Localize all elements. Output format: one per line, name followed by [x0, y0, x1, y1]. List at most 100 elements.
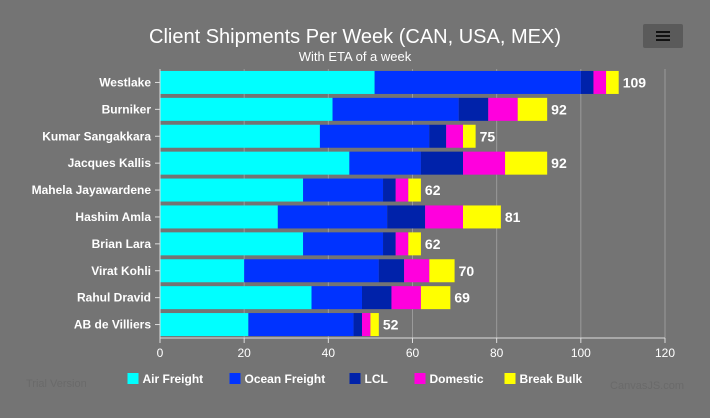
- y-tick-label: Kumar Sangakkara: [42, 129, 151, 143]
- bar-segment[interactable]: [593, 70, 607, 94]
- bar-segment[interactable]: [362, 286, 392, 310]
- total-label: 75: [480, 128, 496, 144]
- total-label: 109: [623, 74, 647, 90]
- bar-segment[interactable]: [160, 313, 249, 337]
- bar-segment[interactable]: [378, 259, 405, 283]
- x-tick-label: 120: [655, 346, 675, 360]
- bar-segment[interactable]: [353, 313, 362, 337]
- legend-item[interactable]: Break Bulk: [504, 372, 583, 386]
- bar-segment[interactable]: [319, 124, 430, 148]
- legend-swatch: [414, 373, 426, 384]
- legend-swatch: [127, 373, 139, 384]
- bar-segment[interactable]: [408, 178, 421, 202]
- y-tick-label: Brian Lara: [92, 237, 152, 251]
- bar-segment[interactable]: [580, 70, 594, 94]
- total-label: 62: [425, 182, 441, 198]
- legend-label: Ocean Freight: [245, 372, 326, 386]
- legend-item[interactable]: Ocean Freight: [229, 372, 326, 386]
- y-tick-label: Virat Kohli: [91, 264, 151, 278]
- bar-segment[interactable]: [420, 286, 451, 310]
- bar-segment[interactable]: [488, 97, 518, 121]
- legend-swatch: [504, 373, 516, 384]
- bar-segment[interactable]: [383, 232, 396, 256]
- bar-segment[interactable]: [391, 286, 421, 310]
- bar-segment[interactable]: [606, 70, 619, 94]
- bar-segment[interactable]: [463, 124, 476, 148]
- y-tick-label: Mahela Jayawardene: [32, 183, 152, 197]
- bar-segment[interactable]: [458, 97, 489, 121]
- bar-segment[interactable]: [387, 205, 426, 229]
- bar-segment[interactable]: [248, 313, 354, 337]
- legend-item[interactable]: Domestic: [414, 372, 484, 386]
- legend-item[interactable]: Air Freight: [127, 372, 204, 386]
- total-label: 62: [425, 236, 441, 252]
- legend-label: Air Freight: [143, 372, 204, 386]
- x-tick-label: 40: [322, 346, 336, 360]
- total-label: 92: [551, 101, 567, 117]
- bar-segment[interactable]: [311, 286, 363, 310]
- bar-segment[interactable]: [383, 178, 396, 202]
- x-tick-label: 100: [571, 346, 591, 360]
- bar-segment[interactable]: [244, 259, 379, 283]
- bar-segment[interactable]: [160, 70, 375, 94]
- legend: Air Freight Ocean Freight LCL Domestic Break…: [127, 372, 583, 386]
- trial-version-watermark: Trial Version: [26, 378, 87, 390]
- y-tick-label: Westlake: [99, 75, 151, 89]
- bar-segment[interactable]: [425, 205, 463, 229]
- bar-segment[interactable]: [374, 70, 581, 94]
- bar-segment[interactable]: [160, 205, 278, 229]
- bar-segment[interactable]: [517, 97, 548, 121]
- chart-title: Client Shipments Per Week (CAN, USA, MEX…: [149, 26, 561, 48]
- bar-segment[interactable]: [505, 151, 548, 175]
- bars: [160, 70, 619, 337]
- bar-segment[interactable]: [160, 178, 304, 202]
- legend-swatch: [349, 373, 361, 384]
- bar-segment[interactable]: [395, 178, 409, 202]
- bar-segment[interactable]: [463, 205, 501, 229]
- total-label: 92: [551, 155, 567, 171]
- bar-segment[interactable]: [160, 286, 312, 310]
- total-label: 70: [459, 263, 475, 279]
- bar-segment[interactable]: [429, 124, 447, 148]
- y-tick-label: AB de Villiers: [74, 318, 151, 332]
- y-tick-label: Jacques Kallis: [68, 156, 152, 170]
- bar-segment[interactable]: [463, 151, 506, 175]
- total-label: 81: [505, 209, 521, 225]
- x-tick-label: 0: [157, 346, 164, 360]
- bar-segment[interactable]: [395, 232, 409, 256]
- bar-segment[interactable]: [429, 259, 455, 283]
- bar-segment[interactable]: [420, 151, 463, 175]
- bar-segment[interactable]: [370, 313, 379, 337]
- x-tick-label: 80: [490, 346, 504, 360]
- bar-segment[interactable]: [160, 259, 245, 283]
- bar-segment[interactable]: [349, 151, 421, 175]
- bar-segment[interactable]: [160, 151, 350, 175]
- legend-item[interactable]: LCL: [349, 372, 388, 386]
- bar-segment[interactable]: [303, 232, 384, 256]
- bar-segment[interactable]: [332, 97, 459, 121]
- bar-segment[interactable]: [277, 205, 388, 229]
- hamburger-menu-icon[interactable]: [643, 24, 683, 48]
- bar-segment[interactable]: [160, 232, 304, 256]
- bar-segment[interactable]: [408, 232, 421, 256]
- canvasjs-watermark[interactable]: CanvasJS.com: [610, 380, 684, 392]
- y-tick-label: Burniker: [102, 102, 152, 116]
- legend-label: Break Bulk: [520, 372, 583, 386]
- x-tick-label: 20: [237, 346, 251, 360]
- bar-segment[interactable]: [303, 178, 384, 202]
- bar-segment[interactable]: [160, 97, 333, 121]
- bar-segment[interactable]: [362, 313, 371, 337]
- total-label: 52: [383, 317, 399, 333]
- y-tick-label: Rahul Dravid: [77, 291, 151, 305]
- bar-segment[interactable]: [160, 124, 320, 148]
- y-axis: Westlake Burniker Kumar Sangakkara Jacques …: [32, 69, 161, 338]
- legend-swatch: [229, 373, 241, 384]
- total-label: 69: [454, 290, 470, 306]
- x-axis: 0 20 40 60 80 100 120: [157, 337, 675, 360]
- bar-segment[interactable]: [404, 259, 430, 283]
- chart-subtitle: With ETA of a week: [299, 49, 412, 64]
- bar-segment[interactable]: [446, 124, 463, 148]
- y-tick-label: Hashim Amla: [75, 210, 151, 224]
